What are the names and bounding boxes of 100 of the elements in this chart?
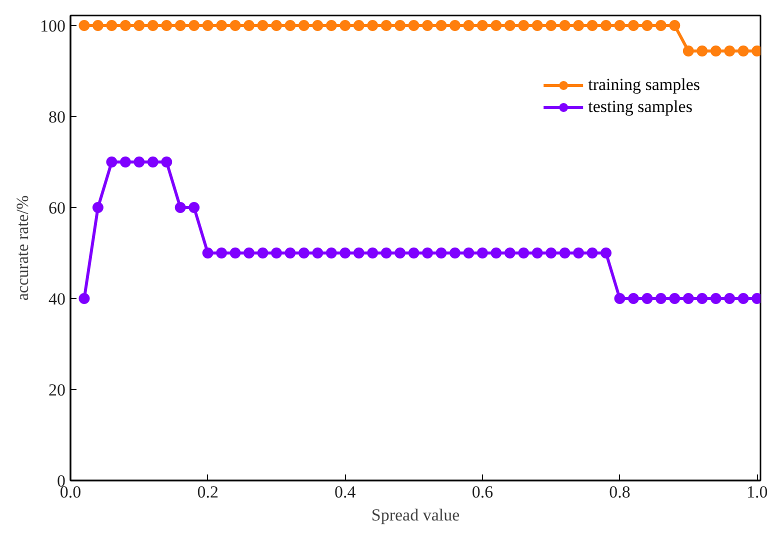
point: [353, 248, 364, 258]
point: [490, 248, 502, 258]
point: [257, 20, 268, 31]
point: [655, 293, 666, 304]
point: [642, 293, 653, 304]
point: [436, 20, 447, 31]
point: [188, 20, 200, 31]
y-tick-label: 40: [48, 290, 66, 309]
y-tick-label: 60: [48, 198, 66, 218]
point: [724, 46, 736, 56]
point: [174, 20, 186, 31]
point: [202, 20, 214, 31]
point: [106, 156, 118, 168]
x-tick-label: 1.0: [746, 482, 768, 502]
point: [669, 293, 680, 304]
x-axis-title: Spread value: [371, 506, 460, 524]
y-tick-label: 80: [48, 108, 66, 127]
point: [202, 248, 214, 258]
point: [270, 248, 282, 258]
point: [436, 248, 447, 258]
point: [161, 156, 172, 168]
y-tick-label: 20: [48, 380, 66, 400]
point: [669, 20, 680, 31]
point: [600, 20, 612, 31]
point: [92, 20, 104, 31]
point: [230, 248, 241, 258]
point: [449, 248, 460, 258]
point: [586, 20, 598, 31]
point: [642, 20, 653, 31]
point: [106, 20, 118, 31]
point: [422, 20, 434, 31]
point: [628, 20, 639, 31]
point: [230, 20, 241, 31]
point: [490, 20, 502, 31]
point: [380, 248, 392, 258]
point: [614, 293, 626, 304]
point: [216, 20, 228, 31]
point: [134, 20, 145, 31]
point: [476, 248, 488, 258]
point: [476, 20, 488, 31]
point: [696, 46, 708, 56]
point: [518, 20, 530, 31]
point: [504, 20, 516, 31]
legend-label: testing samples: [588, 97, 692, 117]
x-tick-label: 0.2: [197, 482, 218, 502]
point: [394, 20, 406, 31]
point: [367, 20, 378, 31]
point: [394, 248, 406, 258]
point: [655, 20, 666, 31]
point: [284, 20, 296, 31]
point: [408, 20, 420, 31]
point: [559, 20, 570, 31]
point: [738, 293, 749, 304]
point: [532, 248, 543, 258]
point: [244, 20, 255, 31]
point: [367, 248, 378, 258]
legend-label: training samples: [588, 75, 700, 95]
point: [463, 248, 474, 258]
point: [216, 248, 228, 258]
point: [504, 248, 516, 258]
point: [92, 202, 104, 213]
point: [147, 20, 158, 31]
point: [340, 248, 351, 258]
point: [710, 293, 722, 304]
point: [738, 46, 749, 56]
point: [532, 20, 543, 31]
point: [696, 293, 708, 304]
point: [312, 20, 324, 31]
point: [559, 248, 570, 258]
point: [682, 46, 694, 56]
point: [546, 248, 557, 258]
point: [710, 46, 722, 56]
point: [463, 20, 474, 31]
point: [546, 20, 557, 31]
point: [586, 248, 598, 258]
point: [188, 202, 200, 213]
point: [147, 156, 158, 168]
point: [78, 20, 90, 31]
point: [682, 293, 694, 304]
point: [353, 20, 364, 31]
point: [134, 156, 145, 168]
point: [724, 293, 736, 304]
point: [408, 248, 420, 258]
point: [422, 248, 434, 258]
y-tick-label: 100: [40, 16, 66, 36]
point: [614, 20, 626, 31]
point: [270, 20, 282, 31]
point: [380, 20, 392, 31]
point: [120, 156, 131, 168]
point: [244, 248, 255, 258]
x-tick-label: 0.8: [609, 482, 630, 502]
point: [257, 248, 268, 258]
point: [573, 248, 584, 258]
point: [298, 20, 310, 31]
point: [449, 20, 460, 31]
point: [174, 202, 186, 213]
point: [284, 248, 296, 258]
point: [326, 20, 337, 31]
point: [628, 293, 639, 304]
x-tick-label: 0.4: [334, 482, 356, 502]
